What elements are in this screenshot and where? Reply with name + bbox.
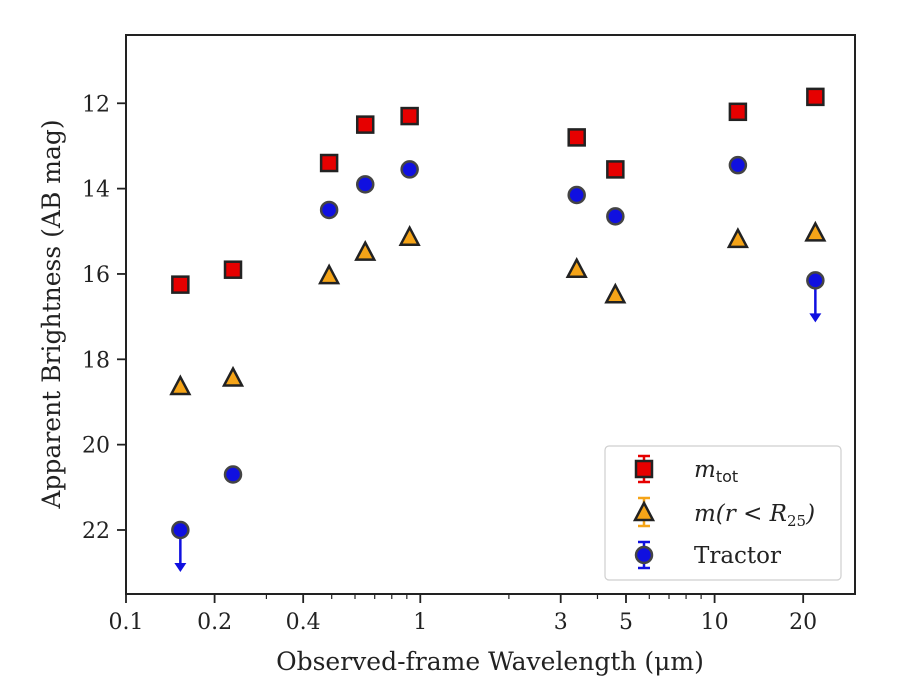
point-tractor bbox=[400, 160, 419, 179]
y-tick-label: 14 bbox=[82, 178, 110, 203]
legend: mtot m(r < R25) Tractor bbox=[604, 445, 842, 581]
legend-label-m-r25-suffix: ) bbox=[805, 501, 815, 527]
point-m-r25 bbox=[318, 263, 341, 285]
point-m-r25 bbox=[604, 282, 627, 304]
point-m-tot bbox=[355, 115, 375, 134]
point-m-tot bbox=[319, 153, 339, 173]
legend-marker-tractor bbox=[634, 540, 654, 570]
point-tractor bbox=[171, 520, 190, 540]
point-m-r25 bbox=[221, 365, 245, 387]
legend-label-m-tot-base: m bbox=[694, 457, 716, 483]
x-axis-label: Observed-frame Wavelength (μm) bbox=[276, 647, 704, 676]
point-tractor bbox=[355, 175, 375, 194]
upper-limit-arrow-head bbox=[174, 562, 187, 572]
point-m-r25 bbox=[354, 239, 377, 261]
point-m-tot bbox=[400, 106, 419, 126]
y-tick-label: 12 bbox=[82, 92, 110, 117]
y-tick-label: 18 bbox=[82, 348, 110, 373]
point-m-tot bbox=[606, 160, 625, 179]
point-tractor bbox=[728, 155, 748, 175]
upper-limit-arrow-head bbox=[809, 313, 822, 323]
y-tick-label: 22 bbox=[82, 519, 110, 544]
legend-label-m-r25-sub: 25 bbox=[787, 512, 806, 530]
point-m-r25 bbox=[565, 257, 588, 278]
point-m-tot bbox=[567, 128, 586, 147]
point-m-r25 bbox=[726, 227, 749, 249]
y-tick-label: 16 bbox=[82, 263, 110, 288]
x-tick-label: 5 bbox=[619, 610, 633, 635]
point-m-r25 bbox=[169, 374, 192, 396]
x-tick-label: 0.1 bbox=[109, 610, 144, 635]
point-tractor bbox=[606, 207, 625, 226]
legend-label-m-r25: m(r < R25) bbox=[694, 501, 815, 530]
point-m-tot bbox=[728, 102, 748, 122]
axis-ticks: 0.1 0.2 0.4 1 3 5 10 20 12 14 16 18 20 22 bbox=[82, 92, 817, 635]
point-tractor bbox=[806, 271, 825, 290]
legend-label-m-tot-sub: tot bbox=[716, 467, 738, 486]
x-tick-label: 10 bbox=[701, 610, 729, 635]
legend-label-m-r25-prefix: m(r < R bbox=[694, 501, 787, 527]
legend-label-m-tot: mtot bbox=[694, 457, 738, 486]
plot-frame bbox=[125, 34, 856, 595]
x-tick-label: 1 bbox=[413, 610, 427, 635]
legend-label-tractor: Tractor bbox=[694, 543, 781, 569]
x-tick-label: 0.4 bbox=[286, 610, 321, 635]
point-m-tot bbox=[223, 260, 243, 279]
point-tractor bbox=[223, 465, 243, 484]
y-tick-label: 20 bbox=[82, 434, 110, 459]
x-tick-label: 0.2 bbox=[197, 610, 232, 635]
x-tick-label: 3 bbox=[554, 610, 568, 635]
legend-marker-m-r25 bbox=[632, 496, 656, 528]
point-m-r25 bbox=[804, 220, 827, 242]
y-axis-label: Apparent Brightness (AB mag) bbox=[37, 119, 66, 509]
point-tractor bbox=[319, 200, 339, 220]
legend-marker-m-tot bbox=[634, 454, 654, 484]
data-markers bbox=[169, 87, 827, 572]
point-m-tot bbox=[171, 275, 190, 294]
legend-box bbox=[604, 445, 842, 581]
x-tick-label: 20 bbox=[789, 610, 817, 635]
point-m-r25 bbox=[398, 225, 421, 246]
point-m-tot bbox=[806, 87, 825, 107]
point-tractor bbox=[567, 185, 586, 205]
